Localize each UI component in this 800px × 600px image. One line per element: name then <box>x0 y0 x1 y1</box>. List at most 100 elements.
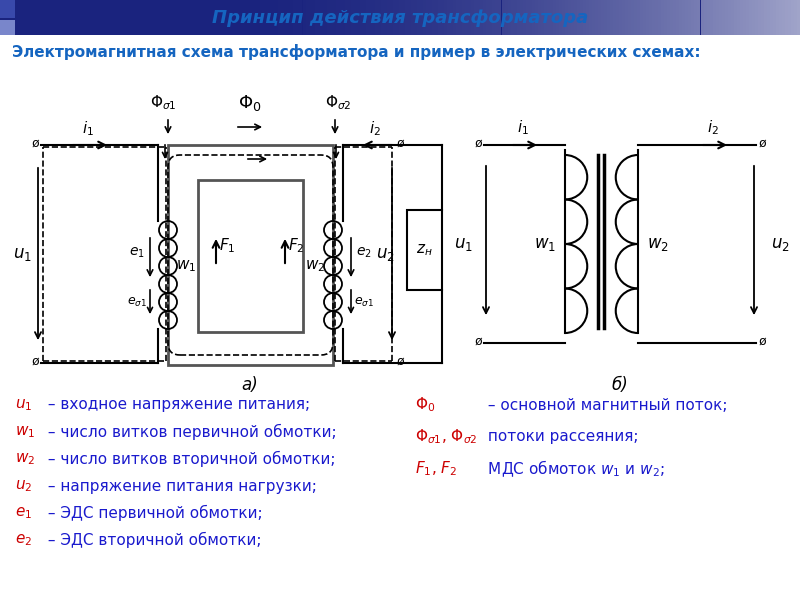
Bar <box>652 0 655 35</box>
Bar <box>740 0 742 35</box>
Bar <box>776 0 779 35</box>
Bar <box>631 0 634 35</box>
Bar <box>658 0 662 35</box>
Bar <box>676 0 679 35</box>
Bar <box>541 0 544 35</box>
Bar <box>405 0 408 35</box>
Bar <box>342 0 345 35</box>
Bar <box>462 0 466 35</box>
Bar <box>667 0 670 35</box>
Bar <box>375 0 378 35</box>
Bar <box>233 0 236 35</box>
Bar <box>589 0 592 35</box>
Bar <box>330 0 333 35</box>
Bar <box>505 0 507 35</box>
Bar <box>749 0 752 35</box>
Bar <box>466 0 468 35</box>
Text: $u_1$: $u_1$ <box>15 397 32 413</box>
Bar <box>0 20 15 35</box>
Bar <box>438 0 441 35</box>
Bar <box>290 0 294 35</box>
Bar <box>679 0 682 35</box>
Bar <box>282 0 285 35</box>
Bar <box>710 0 713 35</box>
Text: $z_н$: $z_н$ <box>416 242 432 258</box>
Bar <box>574 0 577 35</box>
Text: ø: ø <box>758 335 766 347</box>
Bar <box>168 145 333 365</box>
Bar <box>287 0 290 35</box>
Bar <box>646 0 650 35</box>
Bar <box>239 0 242 35</box>
Bar <box>478 0 480 35</box>
Bar <box>797 0 800 35</box>
Bar <box>381 0 384 35</box>
Bar <box>546 0 550 35</box>
Bar <box>263 0 266 35</box>
Bar <box>544 0 546 35</box>
Bar <box>773 0 776 35</box>
Bar <box>737 0 740 35</box>
Bar <box>616 0 619 35</box>
Bar <box>571 0 574 35</box>
Bar <box>725 0 728 35</box>
Bar <box>272 0 275 35</box>
Bar <box>338 0 342 35</box>
Text: $u_2$: $u_2$ <box>770 235 790 253</box>
Bar <box>742 0 746 35</box>
Bar <box>311 0 314 35</box>
Bar <box>529 0 532 35</box>
Bar <box>266 0 270 35</box>
Bar <box>580 0 583 35</box>
Bar <box>454 0 456 35</box>
Text: – входное напряжение питания;: – входное напряжение питания; <box>43 397 310 413</box>
Bar <box>595 0 598 35</box>
Bar <box>309 0 311 35</box>
Bar <box>650 0 652 35</box>
Bar <box>607 0 610 35</box>
Bar <box>562 0 565 35</box>
Bar <box>0 0 15 18</box>
Bar <box>493 0 495 35</box>
Bar <box>613 0 616 35</box>
Bar <box>407 210 442 290</box>
Bar <box>215 0 218 35</box>
Bar <box>761 0 764 35</box>
Bar <box>601 0 604 35</box>
Bar <box>682 0 686 35</box>
Text: $\Phi_{\sigma1}$: $\Phi_{\sigma1}$ <box>150 94 176 112</box>
Text: ø: ø <box>474 136 482 149</box>
Bar <box>206 0 209 35</box>
Bar <box>498 0 502 35</box>
Bar <box>378 0 381 35</box>
Bar <box>393 0 396 35</box>
Bar <box>333 0 336 35</box>
Bar <box>417 0 420 35</box>
Bar <box>432 0 435 35</box>
Bar <box>236 0 239 35</box>
Bar <box>746 0 749 35</box>
Text: $i_2$: $i_2$ <box>369 119 381 137</box>
Bar <box>558 0 562 35</box>
Bar <box>592 0 595 35</box>
Bar <box>275 0 278 35</box>
Bar <box>429 0 432 35</box>
Bar <box>694 0 698 35</box>
Bar <box>390 0 393 35</box>
Text: $u_2$: $u_2$ <box>376 245 395 263</box>
Bar <box>366 0 369 35</box>
Bar <box>522 0 526 35</box>
Bar <box>622 0 625 35</box>
Bar <box>354 0 357 35</box>
Bar <box>640 0 643 35</box>
Bar <box>619 0 622 35</box>
Bar <box>782 0 785 35</box>
Bar <box>459 0 462 35</box>
Bar <box>224 0 227 35</box>
Bar <box>664 0 667 35</box>
Bar <box>754 0 758 35</box>
Bar <box>718 0 722 35</box>
Bar <box>713 0 715 35</box>
Bar <box>326 0 330 35</box>
Bar <box>686 0 689 35</box>
